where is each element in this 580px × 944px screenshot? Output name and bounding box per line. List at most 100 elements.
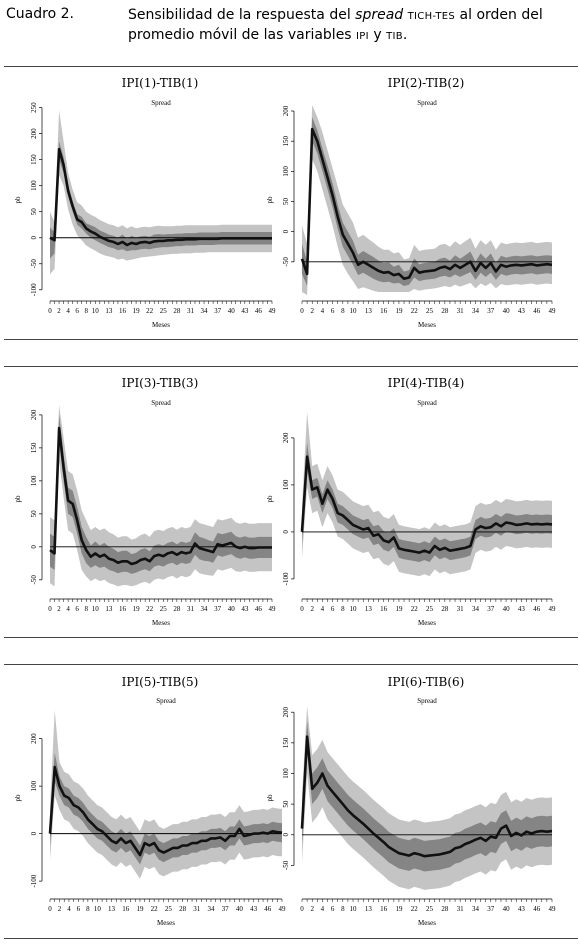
x-tick-label: 13 [105,307,113,315]
chart-title: IPI(1)-TIB(1) [121,76,199,90]
y-tick-label: 100 [30,475,38,486]
x-tick-label: 2 [57,605,61,613]
x-tick-label: 43 [518,905,526,913]
confidence-band-95 [302,105,552,295]
x-tick-label: 25 [160,605,168,613]
x-tick-label: 16 [380,905,388,913]
x-tick-label: 10 [92,605,100,613]
x-tick-label: 0 [48,905,52,913]
x-tick-label: 31 [193,905,201,913]
x-tick-label: 16 [122,905,130,913]
median-line [300,455,553,554]
x-tick-label: 49 [279,905,287,913]
median-line [49,147,272,247]
x-tick-label: 8 [86,905,90,913]
x-tick-label: 8 [341,905,345,913]
x-tick-label: 10 [350,605,358,613]
y-tick-label: 0 [282,530,290,534]
divider [4,637,578,638]
x-axis-label: Meses [157,919,175,927]
x-tick-label: 2 [310,905,314,913]
y-axis-label: pb [266,794,274,802]
y-tick-label: -50 [30,259,38,269]
median-line [300,735,553,858]
confidence-band-68 [50,141,272,259]
x-axis-label: Meses [152,619,170,627]
x-tick-label: 43 [518,605,526,613]
chart-subtitle: Spread [417,697,437,705]
y-tick-label: -100 [30,874,38,887]
y-axis-label: pb [14,794,22,802]
x-tick-label: 4 [321,905,325,913]
y-axis-label: pb [266,495,274,503]
x-tick-label: 31 [457,307,465,315]
x-tick-label: 10 [350,307,358,315]
y-tick-label: 100 [30,180,38,191]
y-tick-label: 150 [282,737,290,748]
x-tick-label: 8 [341,605,345,613]
confidence-band-68 [302,117,552,286]
x-tick-label: 2 [310,307,314,315]
x-axis-label: Meses [418,321,436,329]
y-tick-label: 0 [30,235,38,239]
x-tick-label: 43 [241,605,249,613]
y-tick-label: 150 [30,154,38,165]
chart-subtitle: Spread [417,399,437,407]
x-tick-label: 19 [395,307,403,315]
y-tick-label: 0 [282,833,290,837]
chart-title: IPI(4)-TIB(4) [387,376,465,390]
x-tick-label: 22 [146,605,154,613]
x-tick-label: 16 [380,605,388,613]
y-axis-label: pb [14,495,22,503]
y-tick-label: 100 [282,479,290,490]
x-tick-label: 19 [133,307,141,315]
divider [4,938,578,939]
y-tick-label: 100 [282,768,290,779]
x-tick-label: 4 [66,605,70,613]
y-tick-label: 200 [30,733,38,744]
x-tick-label: 25 [426,307,434,315]
x-tick-label: 34 [207,905,215,913]
x-tick-label: 34 [201,307,209,315]
page-title: Sensibilidad de la respuesta del spread … [128,7,543,43]
median-line [300,127,553,280]
confidence-band-68 [302,721,552,872]
x-tick-label: 0 [300,605,304,613]
table-number: Cuadro 2. [6,6,74,22]
x-tick-label: 46 [255,307,263,315]
y-tick-label: 200 [282,432,290,443]
x-tick-label: 40 [503,905,511,913]
y-tick-label: 100 [30,780,38,791]
x-tick-label: 46 [533,605,541,613]
x-tick-label: 0 [300,307,304,315]
chart-title: IPI(5)-TIB(5) [121,675,199,689]
x-tick-label: 6 [331,905,335,913]
x-tick-label: 34 [472,605,480,613]
x-tick-label: 10 [350,905,358,913]
x-tick-label: 16 [380,307,388,315]
confidence-band-95 [50,110,272,275]
x-tick-label: 4 [66,307,70,315]
x-tick-label: 22 [411,307,419,315]
y-tick-label: 250 [30,102,38,113]
x-tick-label: 16 [119,307,127,315]
x-tick-label: 4 [321,605,325,613]
y-tick-label: 200 [282,706,290,717]
x-tick-label: 49 [269,605,277,613]
y-tick-label: 50 [282,198,290,206]
x-tick-label: 22 [146,307,154,315]
chart-title: IPI(6)-TIB(6) [387,675,465,689]
divider [4,366,578,367]
x-tick-label: 37 [214,605,222,613]
x-tick-label: 37 [487,905,495,913]
x-tick-label: 6 [331,307,335,315]
chart-subtitle: Spread [417,99,437,107]
x-tick-label: 37 [487,307,495,315]
x-tick-label: 25 [426,605,434,613]
x-tick-label: 0 [48,307,52,315]
x-axis-label: Meses [418,919,436,927]
x-tick-label: 6 [75,605,79,613]
y-tick-label: 200 [282,105,290,116]
divider [4,339,578,340]
